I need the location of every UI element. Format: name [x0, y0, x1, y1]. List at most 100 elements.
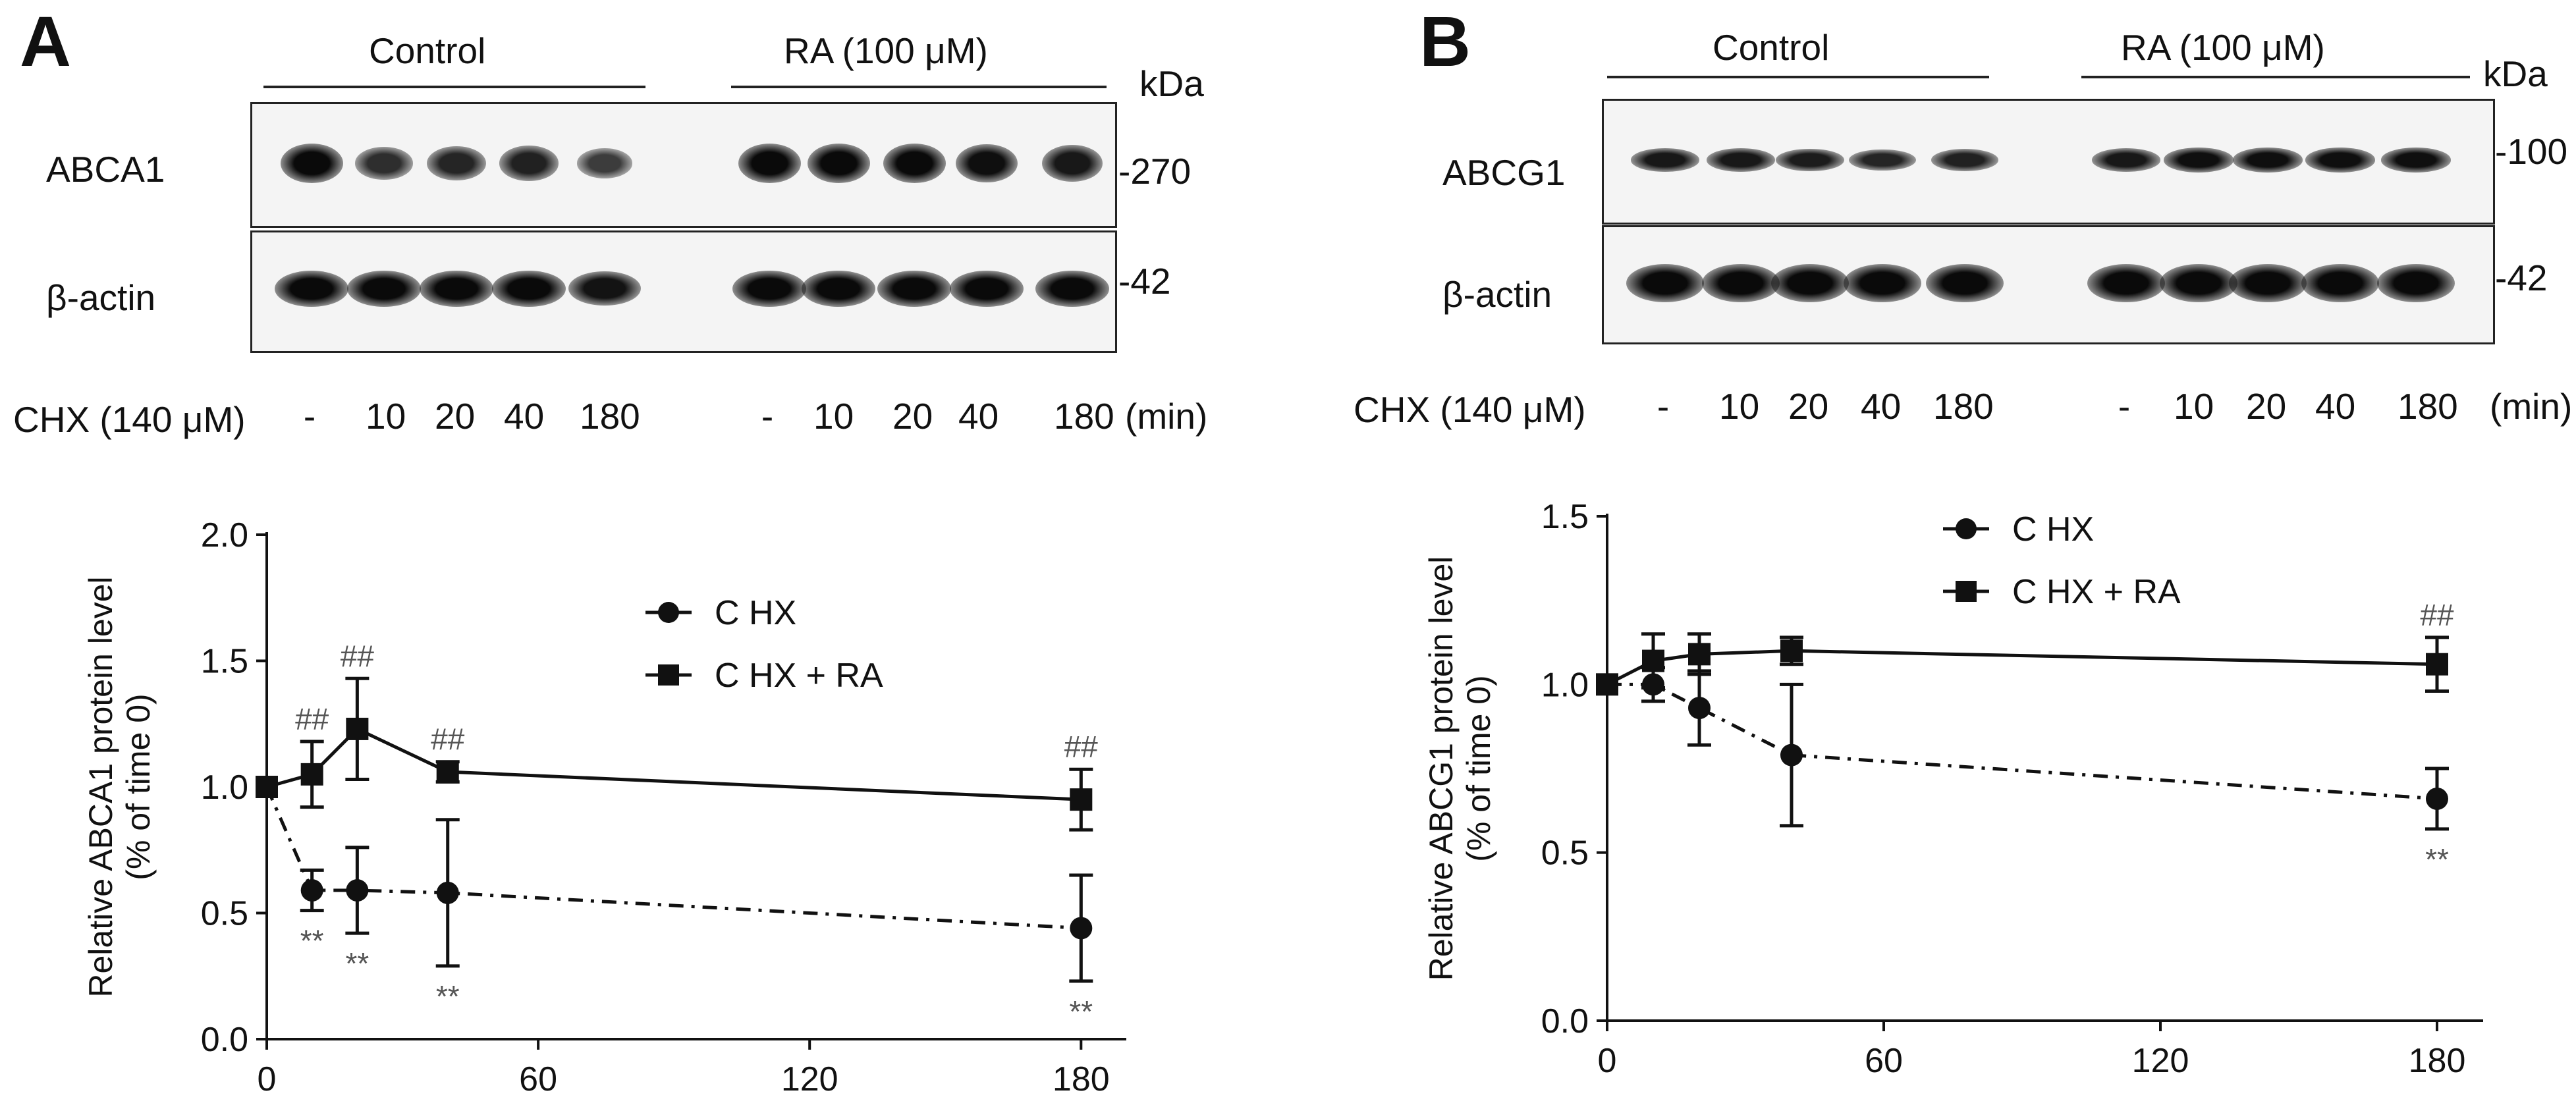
- blot-band: [347, 270, 421, 307]
- panel-a-ra-rule: [731, 86, 1107, 88]
- blot-band: [1630, 148, 1700, 172]
- blot-band: [1035, 270, 1109, 307]
- panel-a-min-label: (min): [1125, 396, 1208, 437]
- blot-band: [955, 144, 1018, 183]
- legend-marker-circle: [658, 602, 679, 623]
- blot-band: [568, 271, 641, 306]
- y-tick-label: 1.5: [201, 643, 248, 681]
- panel-a-chx-label: CHX (140 μM): [13, 399, 246, 440]
- panel-a-abca1-blot: [250, 102, 1117, 228]
- blot-band: [1771, 264, 1849, 302]
- significance-hashes: ##: [2420, 598, 2454, 632]
- data-point-square: [1688, 643, 1711, 666]
- legend-label: C HX: [2012, 510, 2094, 549]
- blot-band: [1702, 264, 1780, 302]
- significance-stars: **: [436, 979, 460, 1013]
- series-line-circle: [1607, 682, 2438, 801]
- time-label: 180: [1054, 396, 1114, 437]
- panel-b-abcg1-blot: [1602, 99, 2495, 225]
- data-point-circle: [1688, 697, 1711, 720]
- data-point-square: [436, 761, 459, 784]
- data-point-square: [1070, 788, 1093, 811]
- y-tick-label: 0.5: [201, 895, 248, 933]
- data-point-circle: [436, 881, 459, 904]
- panel-b-control-label: Control: [1713, 27, 1830, 68]
- y-axis-sublabel: (% of time 0): [1460, 675, 1497, 861]
- significance-stars: **: [300, 924, 324, 958]
- x-tick-label: 180: [1053, 1060, 1110, 1098]
- panel-b-ra-rule: [2081, 76, 2470, 78]
- time-label: -: [1657, 386, 1670, 427]
- time-label: 40: [958, 396, 999, 437]
- panel-b-min-label: (min): [2490, 386, 2573, 427]
- y-tick-label: 1.0: [1541, 666, 1589, 704]
- panel-a-control-rule: [263, 86, 645, 88]
- blot-band: [2087, 264, 2165, 302]
- time-label: 180: [580, 396, 640, 437]
- y-tick-label: 0.0: [201, 1021, 248, 1059]
- panel-a-letter: A: [20, 1, 71, 81]
- blot-band: [1849, 149, 1916, 171]
- panel-a-kda-label: kDa: [1139, 63, 1204, 104]
- time-label: 40: [504, 396, 545, 437]
- x-tick-label: 60: [1865, 1042, 1903, 1080]
- data-point-square: [1780, 639, 1803, 662]
- blot-band: [2305, 148, 2376, 173]
- significance-stars: **: [2425, 842, 2449, 876]
- blot-band: [499, 146, 559, 181]
- legend-label: C HX + RA: [715, 657, 883, 695]
- x-tick-label: 180: [2409, 1042, 2466, 1080]
- panel-b-protein-label: ABCG1: [1442, 152, 1566, 193]
- blot-band: [2160, 264, 2237, 302]
- time-label: 40: [2315, 386, 2356, 427]
- blot-band: [802, 270, 875, 307]
- series-line-square: [1606, 649, 2438, 686]
- data-point-circle: [300, 879, 323, 902]
- blot-band: [732, 270, 806, 307]
- x-tick-label: 60: [519, 1060, 557, 1098]
- blot-band: [2091, 148, 2161, 172]
- blot-band: [1626, 264, 1704, 302]
- legend-label: C HX + RA: [2012, 573, 2181, 611]
- legend-marker-square: [658, 664, 679, 686]
- chart-b-abcg1: 0.0 0.5 1.0 1.5 0 60 120 180 Relative ABCG1 prot…: [1423, 498, 2483, 1080]
- panel-a-actin-blot: [250, 230, 1117, 353]
- y-tick-label: 1.0: [201, 768, 248, 807]
- blot-band: [2380, 148, 2452, 173]
- y-tick-label: 1.5: [1541, 498, 1589, 536]
- panel-a-control-label: Control: [369, 30, 486, 71]
- panel-b-letter: B: [1419, 1, 1471, 81]
- y-axis-label: Relative ABCG1 protein level: [1423, 556, 1460, 981]
- data-point-square: [2426, 653, 2448, 676]
- time-label: 180: [1933, 386, 1994, 427]
- blot-band: [355, 147, 413, 180]
- data-point-square: [346, 717, 369, 740]
- blot-band: [280, 144, 343, 183]
- panel-b-ra-label: RA (100 μM): [2121, 27, 2325, 68]
- panel-a-ra-label: RA (100 μM): [784, 30, 988, 71]
- panel-a-marker-270: -270: [1118, 151, 1192, 192]
- x-tick-label: 0: [258, 1060, 277, 1098]
- data-point-square: [1642, 649, 1664, 672]
- x-tick-label: 120: [2132, 1042, 2189, 1080]
- time-label: 10: [1719, 386, 1760, 427]
- panel-b-marker-42: -42: [2495, 257, 2548, 298]
- x-tick-label: 120: [781, 1060, 838, 1098]
- significance-hashes: ##: [295, 702, 329, 736]
- series-line-circle: [265, 786, 1082, 930]
- blot-band: [1041, 145, 1103, 182]
- time-label: 10: [2174, 386, 2214, 427]
- blot-band: [2163, 148, 2234, 173]
- data-point-square: [300, 763, 323, 786]
- blot-band: [1706, 148, 1776, 172]
- blot-band: [2301, 264, 2379, 302]
- chart-a-abca1: 0.0 0.5 1.0 1.5 2.0 0 60 120 180 Relative ABCA1 p…: [82, 516, 1126, 1098]
- time-label: 20: [435, 396, 476, 437]
- blot-band: [950, 270, 1024, 307]
- significance-hashes: ##: [1064, 730, 1099, 764]
- blot-band: [492, 270, 566, 307]
- significance-stars: **: [345, 946, 369, 981]
- blot-band: [2377, 264, 2455, 302]
- blot-band: [877, 270, 951, 307]
- panel-b-chx-label: CHX (140 μM): [1354, 389, 1586, 430]
